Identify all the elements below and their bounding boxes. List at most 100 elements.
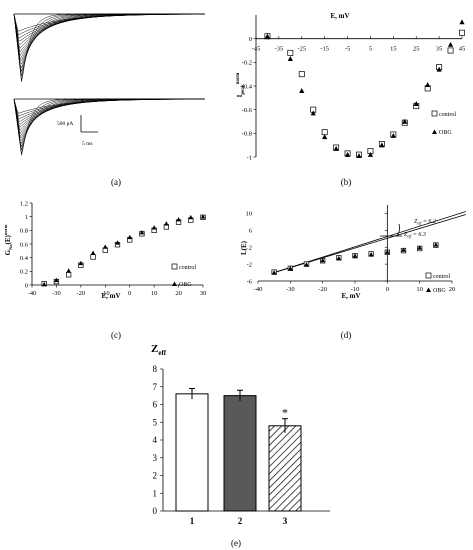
x-tick-label: -10 [101,290,110,297]
panel-b-axes: -45 -35 -25 -15 -5 5 15 25 35 45 0 -0.2 -0.4 -0.6 -0.8… [242,15,465,161]
x-tick-label: 20 [449,286,456,293]
data-point-obg [151,225,157,230]
panel-d-axes: -40 -30 -20 -10 0 10 20 10 6 2 -2 -6 [246,205,456,293]
x-tick-label: -40 [28,290,37,297]
x-tick-label: 25 [413,46,420,53]
panel-b-marks [264,19,465,159]
y-tick-label: 6 [153,400,158,410]
svg-text:GNa(E)norm: GNa(E)norm [3,224,13,255]
legend-obg-label: OBG [179,282,192,288]
y-tick-label: 0 [249,36,252,43]
legend-control-marker [431,110,438,117]
data-point-obg [390,132,396,138]
y-tick-label: -2 [247,261,252,268]
y-tick-label: -6 [247,278,253,285]
data-point-obg [90,250,96,255]
current-trace [13,98,205,156]
caption-a: (a) [111,177,121,187]
data-point-obg [417,245,422,250]
panel-c-chart: -40 -30 -20 -10 0 10 20 30 0 0.2 0.4 0.6 0.8 1 1.2 E, … [3,200,206,340]
y-tick-label: 0.8 [20,228,28,235]
panel-d-ylabel: L(E) [240,240,248,255]
caption-c: (c) [111,330,121,340]
panel-d-legend: control OBG [425,272,450,294]
panel-b-chart: -45 -35 -25 -15 -5 5 15 25 35 45 0 -0.2 -0.4 -0.6 -0.8… [236,12,465,187]
traces-control [13,13,205,82]
legend-obg-label: OBG [433,288,446,294]
bar-2 [223,395,257,512]
data-point-obg [352,253,358,258]
data-point-obg [176,216,181,222]
y-tick-label: 0.4 [20,255,29,262]
fit-line [274,211,466,273]
scale-time-label: 5 ms [82,141,93,147]
data-point-obg [287,56,293,61]
x-tick-label: -10 [351,286,360,293]
x-tick-label: -35 [275,46,284,53]
x-tick-label: -40 [254,286,263,293]
y-tick-label: -0.4 [242,83,253,90]
data-point-control [298,71,305,78]
current-trace [13,13,205,42]
current-trace [13,13,205,36]
x-tick-label: -25 [297,46,306,53]
x-tick-label: 3 [283,516,288,526]
legend-obg-marker [426,287,431,292]
data-point-obg [310,110,316,116]
panel-d-marks [271,242,439,275]
panel-e-bars: 1 2 3 * [175,388,302,526]
panel-e-title: Zeff [151,343,167,357]
bar-1 [175,393,209,512]
data-point-control [447,47,454,54]
caption-e: (e) [231,538,241,548]
current-trace [13,13,205,69]
data-point-obg [139,229,145,235]
data-point-obg [304,262,309,267]
data-point-obg [264,33,271,39]
caption-d: (d) [341,330,352,340]
data-point-obg [367,151,374,157]
panel-c-xlabel: E, mV [101,292,120,300]
data-point-obg [459,19,465,25]
data-point-obg [425,82,431,88]
y-tick-label: 1.2 [20,200,28,207]
y-tick-label: 5 [153,417,158,427]
legend-control-label: control [439,112,456,118]
y-tick-label: 1 [153,488,158,498]
panel-d-chart: -40 -30 -20 -10 0 10 20 10 6 2 -2 -6 E, mV L(E) Zef… [240,205,466,340]
data-point-obg [322,134,328,140]
x-tick-label: -15 [320,46,329,53]
y-tick-label: 4 [153,435,158,445]
legend-obg-marker [432,129,437,134]
legend-obg-label: OBG [439,130,452,136]
bar-3 [268,425,302,512]
y-tick-label: 3 [153,453,158,463]
x-tick-label: 20 [175,290,182,297]
current-trace [13,98,205,139]
data-point-obg [127,234,133,240]
x-tick-label: 30 [200,290,207,297]
y-tick-label: 7 [153,382,158,392]
data-point-control [459,29,465,36]
data-point-obg [356,153,362,159]
x-tick-label: -30 [286,286,295,293]
x-tick-label: 10 [151,290,158,297]
data-point-obg [333,145,339,151]
current-trace [13,98,205,155]
current-trace [13,13,205,39]
panel-d-annotations: Zeff = 6.2 Zeff = 6.3 [380,219,436,239]
current-trace [13,13,205,82]
data-point-obg [447,41,454,47]
current-trace [13,13,205,65]
y-tick-label: 2 [153,471,158,481]
panel-c-legend: control OBG [171,263,196,288]
x-tick-label: -20 [77,290,86,297]
x-tick-label: 35 [436,46,443,53]
data-point-obg [436,66,442,72]
significance-mark: * [282,406,288,420]
legend-control-marker [425,272,432,279]
data-point-obg [402,118,408,124]
current-trace [13,98,205,141]
data-point-obg [115,240,120,245]
